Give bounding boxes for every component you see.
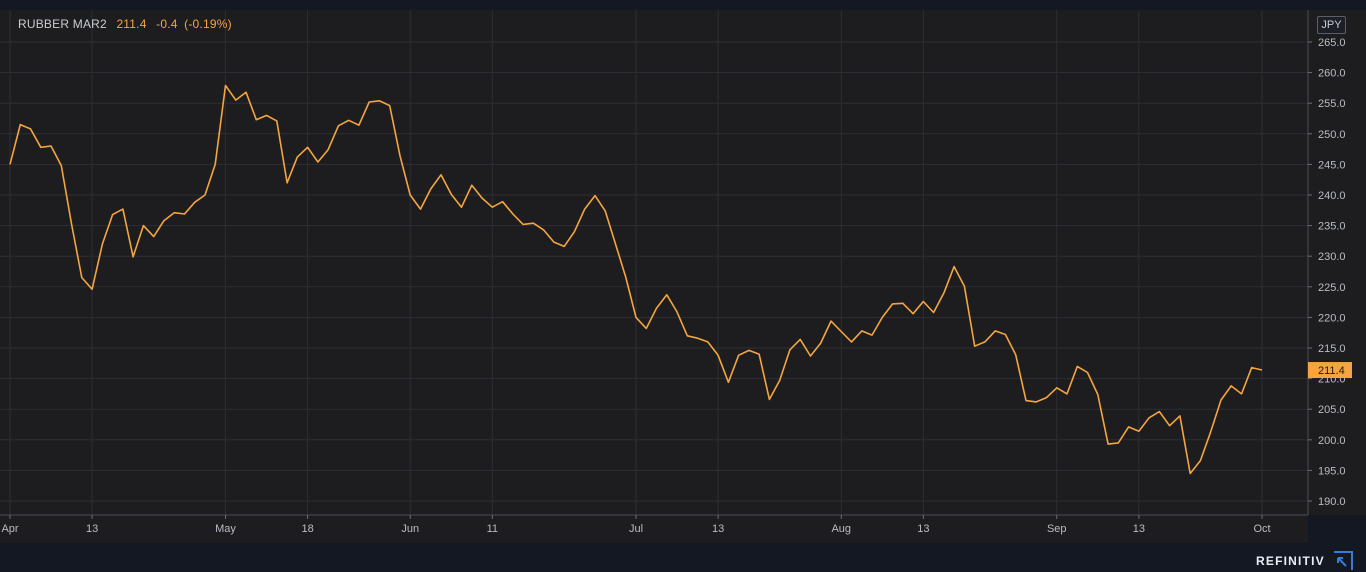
x-axis-ticks: Apr 13 May 18 Jun 11 Jul 13 Aug 13 Sep 13 Oct	[1, 515, 1271, 535]
x-tick-label: Sep	[1047, 523, 1067, 535]
y-tick-label: 205.0	[1318, 404, 1346, 416]
y-tick-label: 260.0	[1318, 68, 1346, 80]
y-tick-label: 250.0	[1318, 129, 1346, 141]
brand-wordmark: REFINITIV	[1256, 554, 1325, 568]
x-tick-label: 18	[301, 523, 313, 535]
y-tick-label: 245.0	[1318, 159, 1346, 171]
plot-area	[0, 10, 1308, 515]
x-tick-label: 13	[1133, 523, 1145, 535]
x-tick-label: Oct	[1253, 523, 1270, 535]
y-tick-label: 240.0	[1318, 190, 1346, 202]
y-tick-label: 255.0	[1318, 98, 1346, 110]
last-price-label: 211.4	[1318, 365, 1345, 377]
chart-legend: RUBBER MAR2 211.4 -0.4 (-0.19%)	[18, 17, 232, 31]
y-axis-ticks: 265.0 260.0 255.0 250.0 245.0 240.0 235.0 230.0…	[1308, 37, 1346, 508]
grid-lines	[0, 10, 1308, 515]
instrument-name: RUBBER MAR2	[18, 17, 107, 31]
y-tick-label: 220.0	[1318, 312, 1346, 324]
x-tick-label: 13	[712, 523, 724, 535]
y-tick-label: 230.0	[1318, 251, 1346, 263]
currency-badge[interactable]: JPY	[1317, 16, 1346, 34]
x-tick-label: 13	[917, 523, 929, 535]
y-tick-label: 265.0	[1318, 37, 1346, 49]
x-tick-label: Jul	[629, 523, 643, 535]
x-tick-label: 13	[86, 523, 98, 535]
x-tick-label: Apr	[1, 523, 18, 535]
y-tick-label: 195.0	[1318, 465, 1346, 477]
last-price-marker: 211.4	[1308, 362, 1352, 379]
change-percent: (-0.19%)	[184, 17, 232, 31]
x-axis-pane	[0, 515, 1308, 543]
y-tick-label: 200.0	[1318, 435, 1346, 447]
last-price-tag	[1308, 362, 1352, 379]
x-tick-label: 11	[487, 523, 498, 535]
x-tick-label: Jun	[401, 523, 419, 535]
y-tick-label: 215.0	[1318, 343, 1346, 355]
y-tick-label: 235.0	[1318, 221, 1346, 233]
x-tick-label: Aug	[831, 523, 851, 535]
y-axis-pane	[1308, 10, 1366, 515]
series-layer	[9, 84, 1263, 475]
y-tick-label: 190.0	[1318, 496, 1346, 508]
x-tick-label: May	[215, 523, 236, 535]
y-tick-label: 225.0	[1318, 282, 1346, 294]
last-value: 211.4	[116, 17, 147, 31]
brand-logo-icon	[1334, 551, 1353, 570]
change-value: -0.4	[156, 17, 178, 31]
